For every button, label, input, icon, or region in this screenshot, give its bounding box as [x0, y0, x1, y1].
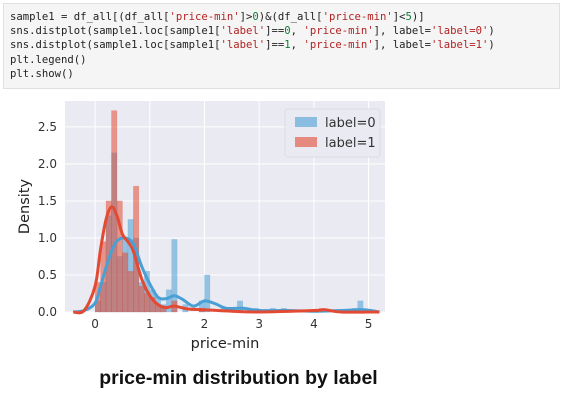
histogram-bar-label1 [122, 252, 129, 313]
code-text: ], label= [373, 25, 432, 38]
y-axis-label: Density [17, 179, 33, 235]
code-string: 'price-min' [303, 25, 374, 38]
x-axis-label: price-min [191, 336, 260, 352]
code-line: sns.distplot(sample1.loc[sample1['label'… [10, 24, 559, 38]
x-tick-label: 2 [201, 317, 209, 331]
code-string: 'label' [220, 25, 266, 38]
y-tick-label: 2.0 [38, 157, 57, 171]
code-string: 'price-min' [322, 11, 393, 23]
code-string: 'price-min' [169, 11, 240, 23]
code-text: plt.show() [10, 67, 74, 80]
code-text: , [290, 25, 304, 38]
code-string: 'label=1' [431, 39, 489, 52]
code-text: )] [411, 11, 425, 23]
y-tick-label: 1.0 [38, 231, 57, 245]
y-tick-label: 1.5 [38, 194, 57, 208]
code-text: plt.legend() [10, 53, 87, 66]
x-tick-label: 5 [365, 317, 373, 331]
code-line: sample1 = df_all[(df_all['price-min']>0)… [10, 10, 559, 24]
histogram-bar-label1 [127, 271, 134, 313]
code-text: ]== [265, 39, 285, 52]
code-text: ]< [392, 11, 406, 23]
code-text: ], label= [373, 39, 432, 52]
code-number: 5 [405, 11, 412, 23]
legend-swatch [295, 137, 317, 147]
y-tick-label: 0.5 [38, 268, 57, 282]
code-text: ]> [239, 11, 253, 23]
y-tick-label: 2.5 [38, 120, 57, 134]
code-number: 1 [284, 39, 291, 52]
y-tick-label: 0.0 [38, 305, 57, 319]
code-text: , [290, 39, 304, 52]
code-cell[interactable]: sample1 = df_all[(df_all['price-min']>0)… [3, 3, 560, 89]
distribution-plot: 0 1 2 3 4 5 0.0 0.5 1.0 1.5 2.0 2.5 price-min Density… [8, 96, 400, 354]
legend-label: label=1 [325, 136, 376, 151]
code-text: sns.distplot(sample1.loc[sample1[ [10, 39, 221, 52]
code-text: ) [488, 25, 495, 38]
code-string: 'label=0' [431, 25, 489, 38]
code-text: ]== [265, 25, 285, 38]
code-line: sns.distplot(sample1.loc[sample1['label'… [10, 38, 559, 52]
histogram-bar-label0 [204, 274, 211, 313]
code-block: sample1 = df_all[(df_all['price-min']>0)… [10, 10, 559, 81]
x-tick-label: 3 [255, 317, 263, 331]
code-number: 0 [252, 11, 259, 23]
code-text: ) [488, 39, 495, 52]
code-line: plt.legend() [10, 53, 559, 67]
code-text: )&(df_all[ [258, 11, 323, 23]
code-line: plt.show() [10, 67, 559, 81]
legend-label: label=0 [325, 116, 376, 131]
legend-swatch [295, 117, 317, 127]
code-string: 'price-min' [303, 39, 374, 52]
histogram-bar-label1 [138, 285, 145, 313]
code-text: sample1 = df_all[(df_all[ [10, 11, 170, 23]
figure-caption: price-min distribution by label [99, 367, 378, 389]
code-number: 0 [284, 25, 291, 38]
x-tick-label: 0 [91, 317, 99, 331]
chart-svg: 0 1 2 3 4 5 0.0 0.5 1.0 1.5 2.0 2.5 price-min Density… [8, 96, 400, 354]
code-text: sns.distplot(sample1.loc[sample1[ [10, 25, 221, 38]
x-tick-label: 4 [310, 317, 318, 331]
kde-line-label1 [73, 205, 380, 315]
code-string: 'label' [220, 39, 266, 52]
x-tick-label: 1 [146, 317, 154, 331]
